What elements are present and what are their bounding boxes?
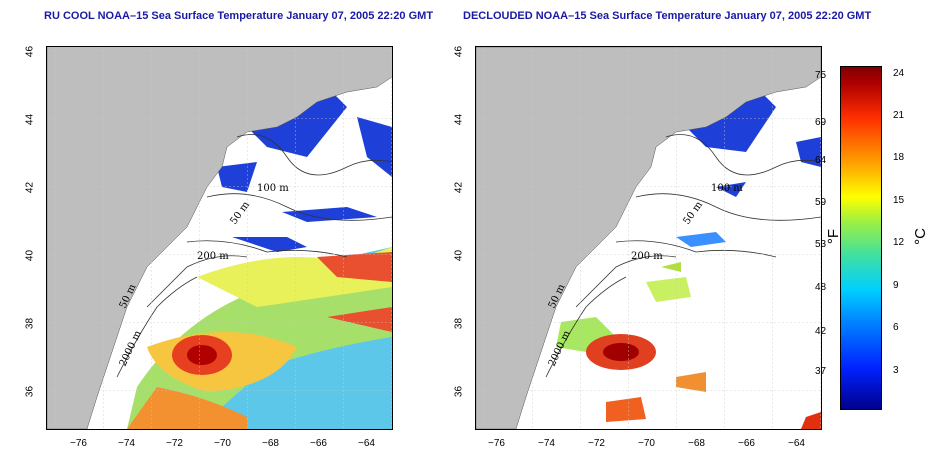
lat-tick: 44: [453, 113, 465, 126]
c-tick: 24: [893, 68, 905, 79]
lon-tick: −64: [788, 438, 805, 449]
lat-tick: 42: [453, 181, 465, 194]
left-map-title: RU COOL NOAA–15 Sea Surface Temperature …: [44, 10, 434, 22]
lat-tick: 38: [24, 317, 36, 330]
lat-tick: 36: [453, 385, 465, 398]
c-tick: 3: [893, 365, 899, 376]
lon-tick: −74: [538, 438, 555, 449]
right-map-panel: 100 m 50 m 200 m 2000 m 50 m: [475, 46, 822, 430]
f-tick: 59: [815, 197, 827, 208]
right-map-title: DECLOUDED NOAA–15 Sea Surface Temperatur…: [463, 10, 872, 22]
left-map-panel: 100 m 50 m 200 m 2000 m 50 m: [46, 46, 393, 430]
lat-tick: 40: [453, 249, 465, 262]
lon-tick: −70: [214, 438, 231, 449]
temperature-colorbar: [840, 66, 882, 410]
c-tick: 6: [893, 322, 899, 333]
lat-tick: 36: [24, 385, 36, 398]
contour-label-200m: 200 m: [197, 251, 229, 262]
lon-tick: −76: [488, 438, 505, 449]
f-tick: 42: [815, 326, 827, 337]
contour-label-100m-right: 100 m: [711, 183, 743, 194]
f-tick: 64: [815, 155, 827, 166]
f-tick: 37: [815, 366, 827, 377]
lon-tick: −64: [358, 438, 375, 449]
f-tick: 53: [815, 239, 827, 250]
lon-tick: −66: [310, 438, 327, 449]
lon-tick: −70: [638, 438, 655, 449]
lat-tick: 38: [453, 317, 465, 330]
c-tick: 21: [893, 110, 905, 121]
lat-tick: 42: [24, 181, 36, 194]
lon-tick: −72: [588, 438, 605, 449]
c-tick: 9: [893, 280, 899, 291]
lon-tick: −76: [70, 438, 87, 449]
lat-tick: 46: [24, 45, 36, 58]
lat-tick: 40: [24, 249, 36, 262]
lon-tick: −72: [166, 438, 183, 449]
lon-tick: −68: [688, 438, 705, 449]
celsius-unit-label: °C: [911, 228, 929, 245]
f-tick: 75: [815, 70, 827, 81]
lon-tick: −74: [118, 438, 135, 449]
lat-tick: 46: [453, 45, 465, 58]
lat-tick: 44: [24, 113, 36, 126]
right-sst-map: 100 m 50 m 200 m 2000 m 50 m: [476, 47, 821, 429]
lon-tick: −68: [262, 438, 279, 449]
f-tick: 48: [815, 282, 827, 293]
c-tick: 12: [893, 237, 905, 248]
c-tick: 15: [893, 195, 905, 206]
left-sst-map: 100 m 50 m 200 m 2000 m 50 m: [47, 47, 392, 429]
contour-label-100m: 100 m: [257, 183, 289, 194]
contour-label-200m-right: 200 m: [631, 251, 663, 262]
fahrenheit-unit-label: °F: [825, 228, 843, 245]
lon-tick: −66: [738, 438, 755, 449]
f-tick: 69: [815, 117, 827, 128]
c-tick: 18: [893, 152, 905, 163]
